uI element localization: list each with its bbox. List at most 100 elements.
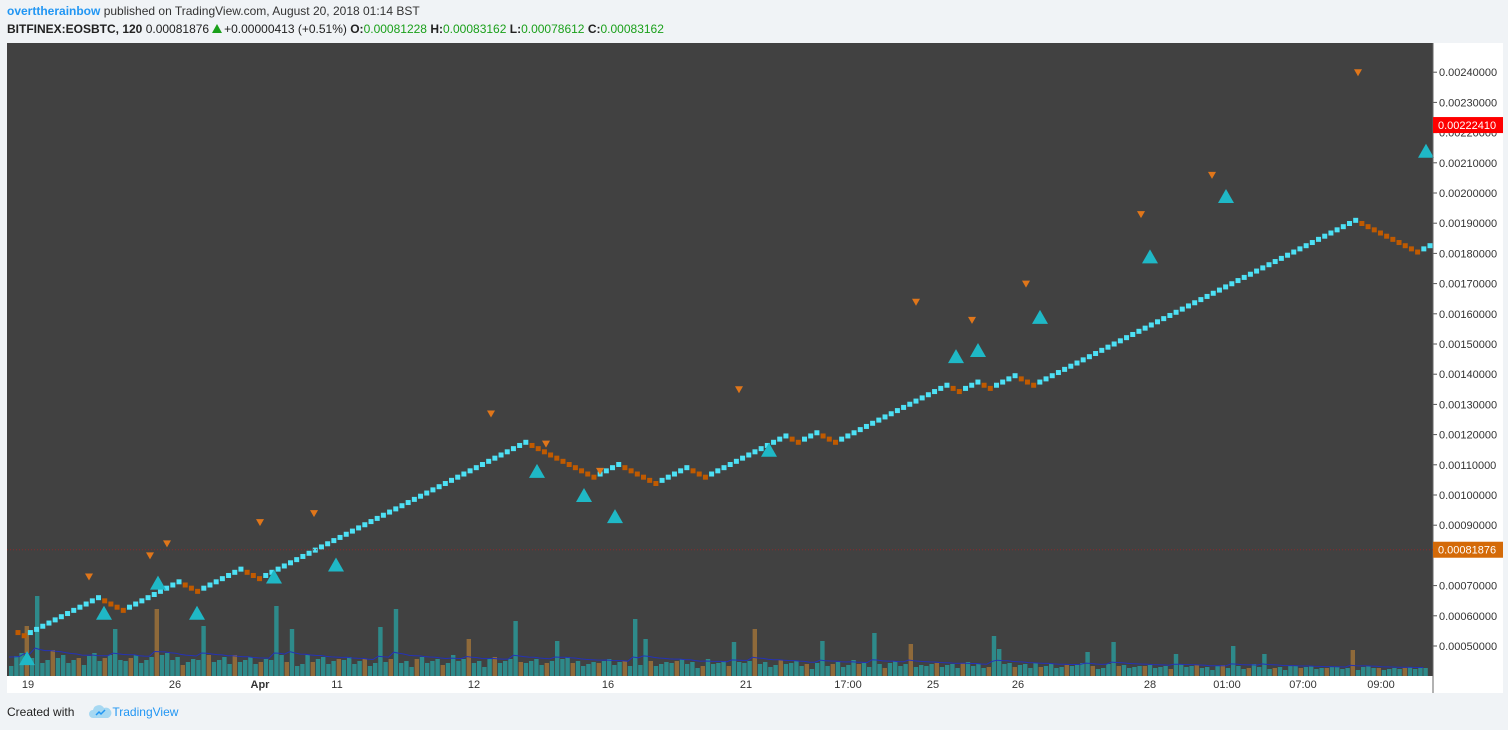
volume-bar (690, 662, 695, 676)
renko-brick (331, 538, 337, 544)
volume-bar (742, 663, 747, 676)
renko-brick (950, 385, 956, 391)
volume-bar (1293, 666, 1298, 676)
close-value: 0.00083162 (600, 22, 664, 36)
volume-bar (861, 663, 867, 676)
sell-signal-marker (310, 510, 318, 518)
renko-brick (882, 414, 888, 420)
renko-brick (269, 569, 275, 575)
renko-brick (1223, 284, 1229, 290)
volume-bar (97, 661, 102, 676)
volume-bar (627, 666, 633, 676)
volume-bar (997, 649, 1002, 676)
volume-bar (1132, 667, 1137, 676)
renko-brick (1353, 217, 1359, 223)
volume-bar (71, 660, 76, 676)
volume-bar (1371, 668, 1376, 676)
tradingview-link[interactable]: TradingView (80, 705, 178, 719)
volume-ma (8, 647, 1424, 668)
volume-bar (555, 641, 560, 676)
volume-bar (1075, 665, 1080, 676)
renko-brick (1266, 262, 1272, 268)
renko-brick (1037, 379, 1043, 385)
volume-bar (773, 665, 778, 676)
volume-bar (1387, 669, 1392, 676)
renko-brick (1316, 236, 1322, 242)
volume-bar (201, 626, 206, 676)
volume-bar (1319, 668, 1324, 676)
volume-bar (321, 657, 326, 676)
low-value: 0.00078612 (521, 22, 585, 36)
renko-brick (1000, 379, 1006, 385)
renko-brick (548, 452, 554, 458)
renko-brick (746, 452, 752, 458)
volume-bar (835, 662, 841, 676)
volume-bar (534, 659, 539, 676)
renko-brick (876, 417, 882, 423)
sell-signal-marker (1137, 211, 1145, 219)
volume-bar (809, 669, 815, 676)
volume-bar (503, 661, 508, 676)
volume-bar (1163, 666, 1168, 676)
renko-brick (832, 439, 838, 445)
volume-bar (466, 639, 471, 676)
sell-signal-marker (146, 552, 154, 560)
volume-bar (165, 653, 170, 676)
renko-brick (164, 585, 170, 591)
renko-brick (139, 598, 145, 604)
renko-brick (510, 446, 516, 452)
renko-brick (281, 563, 287, 569)
sell-signal-marker (1022, 280, 1030, 288)
volume-bar (711, 664, 716, 676)
volume-bar (1241, 669, 1246, 676)
renko-brick (566, 461, 572, 467)
renko-brick (1216, 287, 1222, 293)
volume-bar (1303, 667, 1309, 676)
price-tick-label: 0.00140000 (1439, 369, 1497, 381)
renko-brick (535, 446, 541, 452)
renko-brick (956, 389, 962, 395)
renko-brick (752, 449, 758, 455)
volume-bar (471, 663, 477, 676)
volume-bar (1017, 665, 1023, 676)
renko-brick (919, 395, 925, 401)
renko-brick (671, 471, 677, 477)
renko-brick (405, 500, 411, 506)
renko-brick (1384, 233, 1390, 239)
renko-brick (325, 541, 331, 547)
sell-signal-marker (1208, 171, 1216, 179)
renko-brick (34, 626, 40, 632)
volume-bar (1329, 667, 1335, 676)
volume-bar (170, 660, 175, 676)
volume-bar (253, 664, 258, 676)
renko-brick (802, 436, 808, 442)
volume-bar (1137, 666, 1142, 676)
renko-brick (374, 515, 380, 521)
volume-bar (357, 661, 362, 676)
open-label: O: (350, 22, 364, 36)
renko-brick (170, 582, 176, 588)
renko-brick (1192, 300, 1198, 306)
author-link[interactable]: overttherainbow (7, 4, 101, 18)
volume-bar (55, 658, 61, 676)
volume-bar (92, 653, 97, 676)
volume-bar (227, 664, 232, 676)
volume-bar (331, 661, 336, 676)
volume-bar (1381, 670, 1387, 676)
renko-brick (244, 569, 250, 575)
volume-bar (206, 655, 211, 676)
volume-bar (1361, 667, 1366, 676)
renko-brick (727, 461, 733, 467)
renko-brick (380, 512, 386, 518)
renko-brick (418, 493, 424, 499)
volume-bar (211, 662, 217, 676)
renko-brick (777, 436, 783, 442)
time-tick-label: 09:00 (1367, 679, 1395, 691)
volume-bar (1090, 666, 1095, 676)
volume-bar (539, 665, 544, 676)
volume-bar (903, 664, 908, 676)
price-tick-label: 0.00110000 (1439, 460, 1496, 472)
renko-brick (628, 468, 634, 474)
volume-bar (279, 655, 284, 676)
